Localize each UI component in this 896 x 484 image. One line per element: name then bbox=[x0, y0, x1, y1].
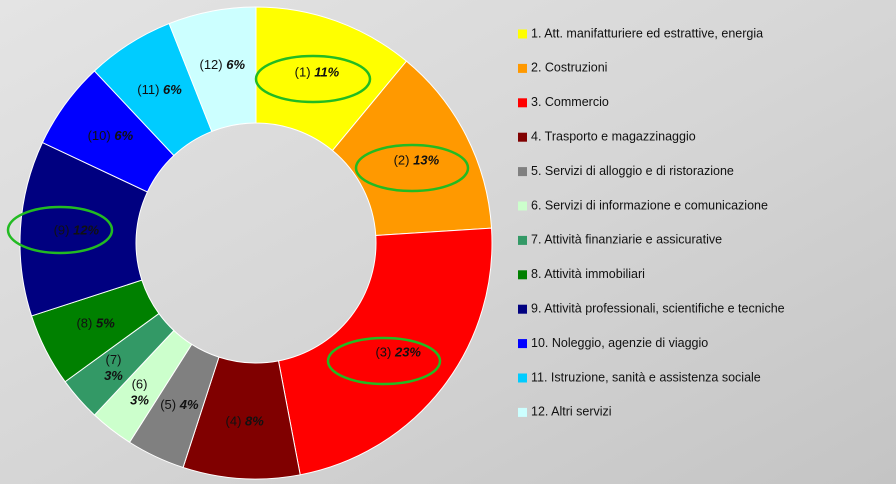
slice-label: (3) 23% bbox=[375, 345, 421, 360]
value-label: 8% bbox=[245, 414, 264, 429]
legend-label: 7. Attività finanziarie e assicurative bbox=[531, 233, 722, 247]
value-label: 23% bbox=[394, 345, 421, 360]
slice-tag: (9) bbox=[54, 223, 70, 238]
legend-swatch bbox=[518, 270, 527, 280]
legend: 1. Att. manifatturiere ed estrattive, en… bbox=[518, 26, 785, 419]
legend-label: 3. Commercio bbox=[531, 95, 609, 109]
slice bbox=[168, 6, 257, 133]
slice-tag: (5) bbox=[160, 397, 176, 412]
highlights bbox=[6, 54, 470, 386]
slice-label: (4) 8% bbox=[226, 414, 265, 429]
slice-tag: (4) bbox=[226, 414, 242, 429]
value-label: 4% bbox=[179, 397, 199, 412]
slice-tag: (1) bbox=[295, 65, 311, 80]
slice-tag: (12) bbox=[199, 58, 222, 73]
slice-tag: (10) bbox=[88, 129, 111, 144]
value-label: 12% bbox=[73, 223, 99, 238]
slice-label: (5) 4% bbox=[160, 397, 199, 412]
slice-tag: (8) bbox=[76, 316, 92, 331]
value-label: 5% bbox=[96, 316, 115, 331]
value-label: 6% bbox=[163, 82, 182, 97]
slice-label: (12) 6% bbox=[199, 58, 245, 73]
slice-tag: (2) bbox=[394, 153, 410, 168]
legend-swatch bbox=[518, 63, 527, 73]
slice-label: (10) 6% bbox=[88, 129, 134, 144]
legend-swatch bbox=[518, 98, 527, 108]
legend-label: 10. Noleggio, agenzie di viaggio bbox=[531, 336, 708, 350]
value-label: 13% bbox=[413, 153, 439, 168]
slice-label: (9) 12% bbox=[54, 223, 100, 238]
legend-swatch bbox=[518, 339, 527, 349]
slice-label: (11) 6% bbox=[137, 82, 182, 97]
legend-label: 8. Attività immobiliari bbox=[531, 267, 645, 281]
legend-label: 12. Altri servizi bbox=[531, 405, 612, 419]
slice-label: (2) 13% bbox=[394, 153, 440, 168]
value-label: 3% bbox=[104, 368, 123, 383]
legend-label: 11. Istruzione, sanità e assistenza soci… bbox=[531, 370, 761, 384]
slice-tag: (11) bbox=[137, 82, 159, 97]
slice-tag: (7) bbox=[106, 352, 122, 367]
value-label: 6% bbox=[114, 129, 133, 144]
legend-label: 1. Att. manifatturiere ed estrattive, en… bbox=[531, 26, 763, 40]
legend-label: 6. Servizi di informazione e comunicazio… bbox=[531, 198, 768, 212]
legend-swatch bbox=[518, 201, 527, 211]
slice bbox=[277, 227, 493, 476]
legend-swatch bbox=[518, 167, 527, 177]
legend-label: 4. Trasporto e magazzinaggio bbox=[531, 129, 696, 143]
legend-label: 2. Costruzioni bbox=[531, 61, 607, 75]
highlight-ellipse bbox=[354, 143, 470, 193]
legend-swatch bbox=[518, 29, 527, 39]
highlight-ellipse bbox=[6, 205, 114, 255]
value-label: 11% bbox=[314, 65, 339, 80]
slice-labels: (1) 11%(2) 13%(3) 23%(4) 8%(5) 4%(6)3%(7… bbox=[54, 58, 440, 429]
value-label: 3% bbox=[130, 393, 149, 408]
legend-swatch bbox=[518, 373, 527, 383]
slice-tag: (3) bbox=[375, 345, 391, 360]
slice-tag: (6) bbox=[132, 377, 148, 392]
slice bbox=[331, 60, 493, 236]
donut bbox=[19, 6, 493, 480]
legend-label: 5. Servizi di alloggio e di ristorazione bbox=[531, 164, 734, 178]
slice-label: (1) 11% bbox=[295, 65, 340, 80]
legend-swatch bbox=[518, 304, 527, 314]
highlight-ellipse bbox=[326, 336, 442, 386]
legend-swatch bbox=[518, 132, 527, 142]
legend-swatch bbox=[518, 235, 527, 245]
slice-label: (8) 5% bbox=[76, 316, 115, 331]
value-label: 6% bbox=[226, 58, 245, 73]
highlight-ellipse bbox=[254, 54, 372, 104]
legend-label: 9. Attività professionali, scientifiche … bbox=[531, 301, 785, 315]
legend-swatch bbox=[518, 407, 527, 417]
